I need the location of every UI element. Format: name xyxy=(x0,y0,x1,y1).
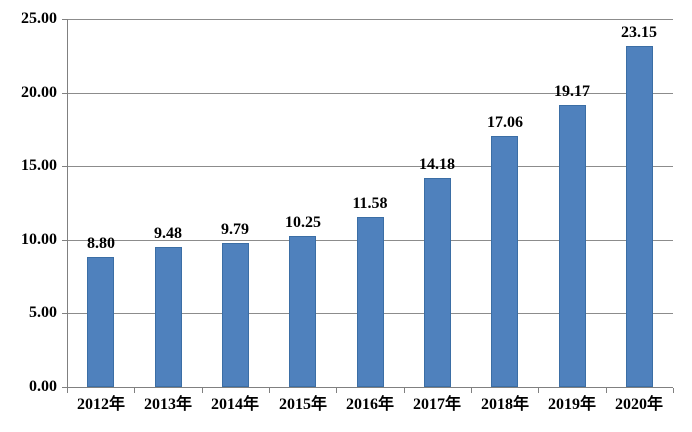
bar[interactable] xyxy=(87,257,114,387)
x-axis-tick xyxy=(404,388,405,393)
x-axis-tick xyxy=(67,388,68,393)
x-axis-label: 2012年 xyxy=(76,396,125,413)
x-axis-label: 2014年 xyxy=(210,396,259,413)
x-axis-label: 2019年 xyxy=(547,396,596,413)
bar[interactable] xyxy=(559,105,586,387)
x-axis-label: 2013年 xyxy=(143,396,192,413)
x-axis-label: 2018年 xyxy=(480,396,529,413)
y-axis-tick xyxy=(62,387,67,388)
y-axis-tick xyxy=(62,313,67,315)
bar[interactable] xyxy=(357,217,384,387)
bar[interactable] xyxy=(491,136,518,387)
bar[interactable] xyxy=(424,178,451,387)
bar-value-label: 19.17 xyxy=(554,83,590,100)
y-axis-label: 5.00 xyxy=(29,304,57,322)
y-axis-label: 15.00 xyxy=(21,157,57,175)
x-axis-tick xyxy=(538,388,539,393)
y-axis-tick xyxy=(62,19,67,20)
y-axis-tick xyxy=(62,92,67,94)
x-axis-label: 2015年 xyxy=(278,396,327,413)
x-axis-tick xyxy=(471,388,472,393)
x-axis-label: 2016年 xyxy=(345,396,394,413)
y-axis-tick xyxy=(62,239,67,241)
gridline xyxy=(67,166,673,168)
y-axis-line xyxy=(67,19,68,387)
bar[interactable] xyxy=(289,236,316,387)
x-axis-tick xyxy=(202,388,203,393)
y-axis-label: 25.00 xyxy=(21,10,57,27)
gridline xyxy=(67,92,673,94)
x-axis-tick xyxy=(606,388,607,393)
y-axis-label: 10.00 xyxy=(21,230,57,248)
bar[interactable] xyxy=(222,243,249,387)
y-axis-label: 20.00 xyxy=(21,83,57,101)
bar-value-label: 17.06 xyxy=(487,114,523,131)
bar-value-label: 9.48 xyxy=(154,225,182,242)
bar[interactable] xyxy=(155,247,182,387)
x-axis-label: 2017年 xyxy=(412,396,461,413)
x-axis-line xyxy=(67,387,673,388)
gridline xyxy=(67,19,673,20)
x-axis-tick xyxy=(336,388,337,393)
x-axis-tick xyxy=(269,388,270,393)
bar-value-label: 10.25 xyxy=(285,214,321,231)
x-axis-label: 2020年 xyxy=(614,396,663,413)
x-axis-tick xyxy=(673,388,674,393)
bar-value-label: 23.15 xyxy=(621,24,657,41)
y-axis-tick xyxy=(62,166,67,168)
bar-value-label: 8.80 xyxy=(87,235,115,252)
y-axis-label: 0.00 xyxy=(29,378,57,395)
bar-value-label: 9.79 xyxy=(221,221,249,238)
bar-value-label: 11.58 xyxy=(352,195,388,212)
bar[interactable] xyxy=(626,46,653,387)
bar-value-label: 14.18 xyxy=(419,156,455,173)
x-axis-tick xyxy=(134,388,135,393)
